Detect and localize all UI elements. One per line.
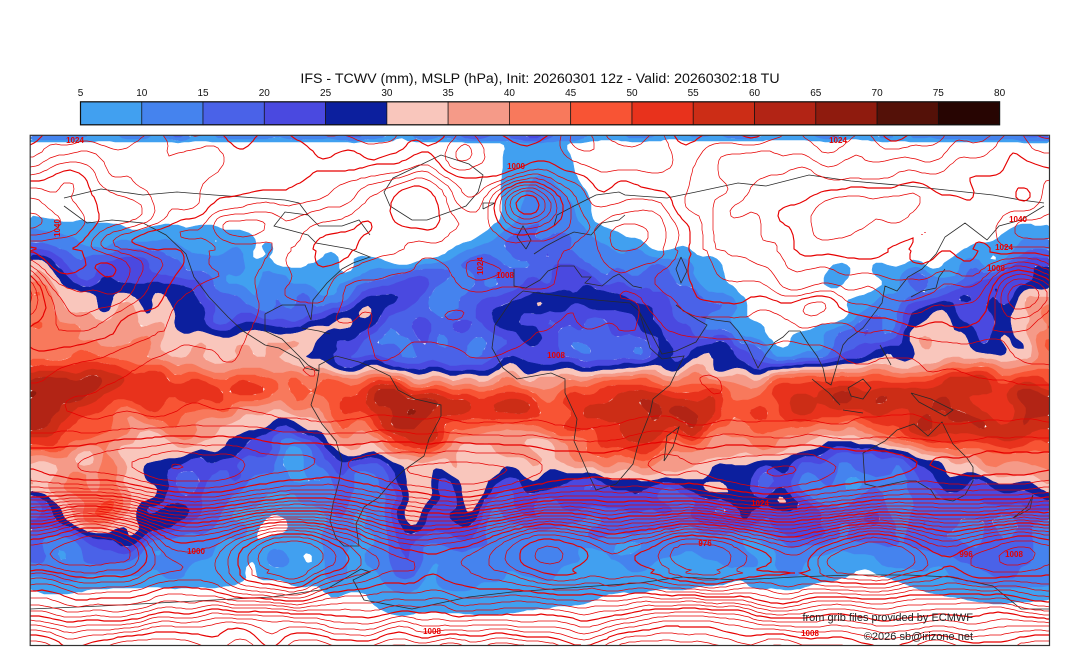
svg-text:30: 30 — [381, 88, 393, 99]
svg-text:60: 60 — [749, 88, 761, 99]
svg-text:40: 40 — [504, 88, 516, 99]
svg-text:1008: 1008 — [987, 264, 1005, 273]
svg-text:35: 35 — [443, 88, 455, 99]
svg-text:1008: 1008 — [547, 351, 565, 360]
svg-text:55: 55 — [688, 88, 700, 99]
svg-text:65: 65 — [810, 88, 822, 99]
svg-text:1000: 1000 — [187, 547, 205, 556]
svg-text:996: 996 — [959, 550, 973, 559]
svg-text:1008: 1008 — [801, 629, 819, 638]
svg-text:1008: 1008 — [496, 271, 514, 280]
svg-text:45: 45 — [565, 88, 577, 99]
svg-text:15: 15 — [197, 88, 209, 99]
svg-text:1008: 1008 — [1005, 550, 1023, 559]
svg-text:5: 5 — [78, 88, 84, 99]
svg-text:1024: 1024 — [751, 499, 769, 508]
svg-text:1040: 1040 — [1009, 215, 1027, 224]
svg-text:1008: 1008 — [423, 627, 441, 636]
svg-text:70: 70 — [872, 88, 884, 99]
svg-text:50: 50 — [626, 88, 638, 99]
svg-text:©2026 sb@irizone.net: ©2026 sb@irizone.net — [864, 631, 973, 643]
svg-text:20: 20 — [259, 88, 271, 99]
svg-text:1000: 1000 — [507, 162, 525, 171]
svg-text:10: 10 — [136, 88, 148, 99]
svg-text:75: 75 — [933, 88, 945, 99]
svg-text:976: 976 — [698, 539, 712, 548]
svg-text:1024: 1024 — [476, 257, 485, 275]
svg-text:1024: 1024 — [829, 136, 847, 145]
svg-text:1040: 1040 — [53, 219, 62, 237]
svg-text:80: 80 — [994, 88, 1006, 99]
svg-text:25: 25 — [320, 88, 332, 99]
svg-text:from grib files provided by EC: from grib files provided by ECMWF — [802, 612, 973, 624]
svg-text:1024: 1024 — [66, 136, 84, 145]
svg-text:IFS - TCWV (mm), MSLP (hPa), I: IFS - TCWV (mm), MSLP (hPa), Init: 20260… — [300, 71, 779, 87]
svg-text:1024: 1024 — [995, 243, 1013, 252]
